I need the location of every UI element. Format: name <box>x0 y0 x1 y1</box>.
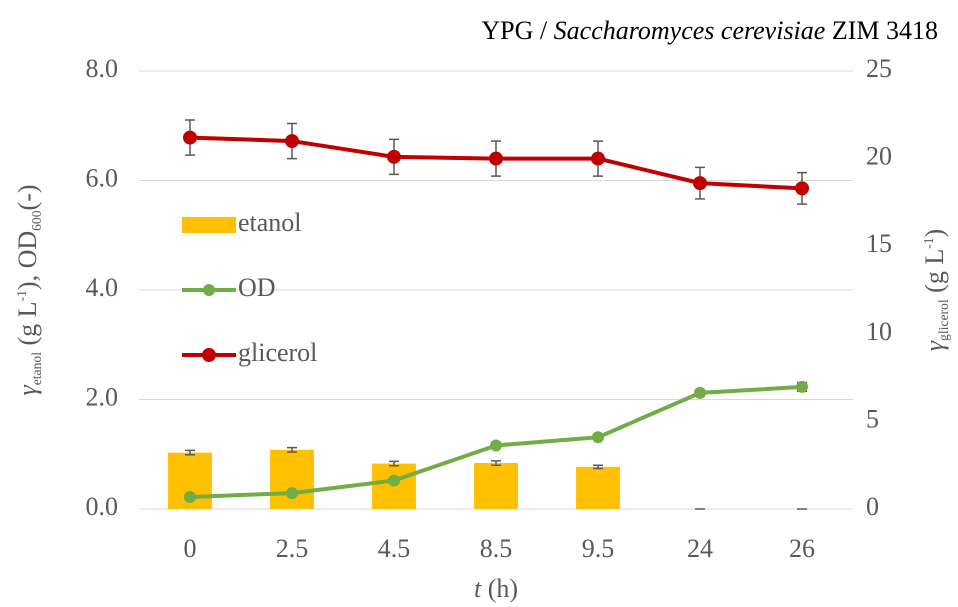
y-tick-label: 4.0 <box>86 273 119 302</box>
x-tick-label: 8.5 <box>480 534 513 563</box>
y-axis-label-part: etanol <box>29 352 44 386</box>
y-axis-label-part: (g L <box>13 301 42 352</box>
marker <box>795 181 809 196</box>
x-tick-label: 2.5 <box>276 534 309 563</box>
marker <box>489 151 503 166</box>
error-bar <box>593 464 603 470</box>
x-axis-label-part: t <box>474 574 482 603</box>
marker <box>693 176 707 191</box>
legend-swatch <box>202 348 216 362</box>
y-tick-label: 0.0 <box>86 492 119 521</box>
x-tick-label: 4.5 <box>378 534 411 563</box>
x-tick-label: 26 <box>789 534 815 563</box>
y2-axis-label-part: ) <box>920 229 949 238</box>
chart-title-part: YPG / <box>481 16 553 45</box>
error-bar <box>287 446 297 453</box>
marker <box>387 149 401 164</box>
marker <box>285 134 299 149</box>
bar <box>474 463 518 509</box>
x-axis-label: t (h) <box>474 574 518 603</box>
y2-tick-label: 5 <box>866 404 879 433</box>
y2-tick-label: 10 <box>866 317 892 346</box>
y-axis-label-part: ), OD <box>13 231 42 290</box>
y2-tick-label: 0 <box>866 492 879 521</box>
bar <box>576 466 620 509</box>
legend-label: glicerol <box>238 338 317 367</box>
chart-title-part: Saccharomyces cerevisiae <box>554 16 826 45</box>
x-tick-label: 24 <box>687 534 713 563</box>
marker <box>591 151 605 166</box>
marker <box>388 474 400 487</box>
bar <box>270 449 314 509</box>
y2-tick-label: 15 <box>866 229 892 258</box>
chart-title-part: ZIM 3418 <box>825 16 938 45</box>
y-tick-label: 2.0 <box>86 382 119 411</box>
error-bar <box>389 460 399 467</box>
y2-tick-label: 20 <box>866 142 892 171</box>
x-axis-label-part: (h) <box>481 574 518 603</box>
y-axis-label-part: (-) <box>13 184 42 210</box>
y-tick-label: 8.0 <box>86 54 119 83</box>
legend-swatch <box>203 284 215 296</box>
legend-label: etanol <box>238 208 302 237</box>
chart-title: YPG / Saccharomyces cerevisiae ZIM 3418 <box>481 16 938 45</box>
y2-axis-label-part: (g L <box>920 249 949 300</box>
marker <box>694 386 706 399</box>
marker <box>183 130 197 145</box>
marker <box>184 490 196 503</box>
x-tick-label: 9.5 <box>582 534 615 563</box>
y2-axis-label-part: glicerol <box>936 299 951 341</box>
y2-axis-label: γglicerol (g L-1) <box>920 229 951 351</box>
marker <box>592 431 604 444</box>
y-axis-label: γetanol (g L-1), OD600(-) <box>13 184 44 395</box>
marker <box>796 380 808 393</box>
legend-label: OD <box>238 273 276 302</box>
y-axis-label-part: γ <box>13 385 42 396</box>
y-tick-label: 6.0 <box>86 163 119 192</box>
legend-swatch <box>182 217 236 233</box>
y2-axis-label-part: -1 <box>921 237 936 248</box>
error-bar <box>185 449 195 456</box>
y2-tick-label: 25 <box>866 54 892 83</box>
error-bar <box>491 460 501 466</box>
marker <box>286 487 298 500</box>
y2-axis-label-part: γ <box>920 340 949 351</box>
y-axis-label-part: 600 <box>29 210 44 231</box>
x-tick-label: 0 <box>184 534 197 563</box>
y-axis-label-part: -1 <box>14 290 29 301</box>
marker <box>490 439 502 452</box>
